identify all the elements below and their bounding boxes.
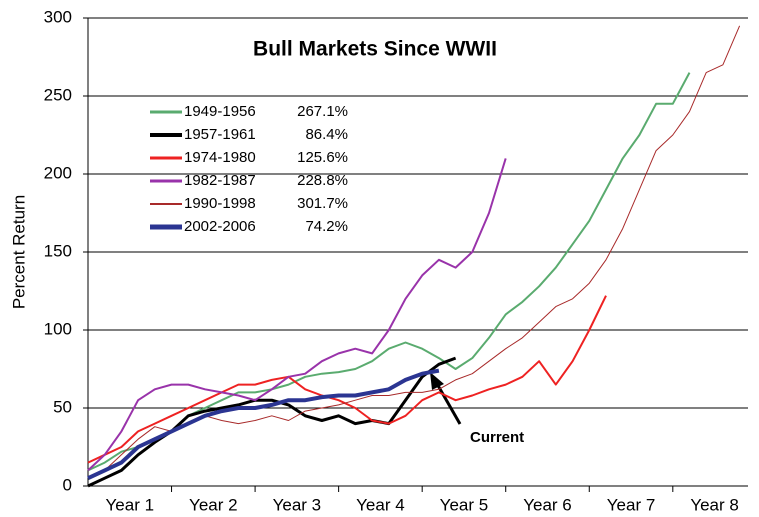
y-tick-label: 0 xyxy=(63,475,72,494)
legend-label: 1974-1980 xyxy=(184,149,256,166)
y-tick-label: 150 xyxy=(44,241,72,260)
legend-label: 1982-1987 xyxy=(184,172,256,189)
x-tick-label: Year 6 xyxy=(523,495,572,514)
annotation: Current xyxy=(470,429,524,446)
chart-title: Bull Markets Since WWII xyxy=(253,38,497,61)
y-tick-label: 50 xyxy=(53,397,72,416)
x-tick-label: Year 1 xyxy=(106,495,155,514)
series-line xyxy=(87,72,691,472)
x-tick-label: Year 2 xyxy=(189,495,238,514)
y-tick-label: 200 xyxy=(44,163,72,182)
legend-label: 2002-2006 xyxy=(184,218,256,235)
legend-total: 228.8% xyxy=(297,172,348,189)
x-tick-label: Year 7 xyxy=(607,495,656,514)
series-line xyxy=(87,356,457,488)
x-tick-label: Year 8 xyxy=(690,495,739,514)
x-tick-label: Year 3 xyxy=(273,495,322,514)
legend-total: 86.4% xyxy=(305,126,348,143)
series-line xyxy=(87,158,507,472)
grid xyxy=(83,17,748,492)
annotation-arrow xyxy=(434,381,462,425)
legend-label: 1949-1956 xyxy=(184,103,256,120)
legend-label: 1957-1961 xyxy=(184,126,256,143)
series-line xyxy=(87,295,607,464)
y-tick-label: 100 xyxy=(44,319,72,338)
legend-total: 301.7% xyxy=(297,195,348,212)
legend-total: 267.1% xyxy=(297,103,348,120)
y-axis-label: Percent Return xyxy=(9,195,28,309)
y-tick-label: 250 xyxy=(44,85,72,104)
x-tick-label: Year 5 xyxy=(440,495,489,514)
y-tick-label: 300 xyxy=(44,7,72,26)
legend-label: 1990-1998 xyxy=(184,195,256,212)
x-tick-label: Year 4 xyxy=(356,495,405,514)
series-line xyxy=(87,368,440,481)
legend-total: 74.2% xyxy=(305,218,348,235)
annotation-arrowhead xyxy=(430,372,444,390)
legend-total: 125.6% xyxy=(297,149,348,166)
